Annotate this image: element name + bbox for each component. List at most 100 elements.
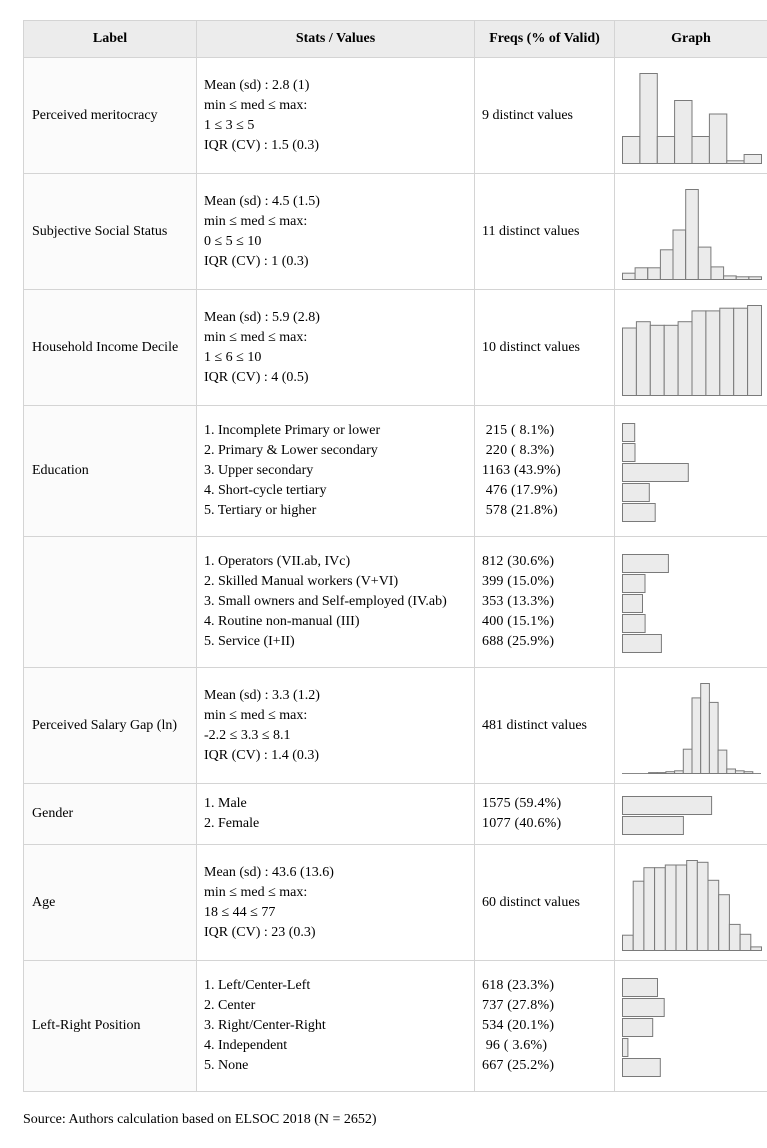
graph-cell xyxy=(614,960,767,1092)
histogram-bar xyxy=(663,324,679,396)
histogram-bar xyxy=(719,307,735,397)
table-row: Gender 1. Male 2. Female 1575 (59.4%) 1077 (… xyxy=(23,783,767,845)
stats-cell: 1. Male 2. Female xyxy=(196,783,475,845)
distinct-values: 9 distinct values xyxy=(482,107,573,123)
stat-line: IQR (CV) : 1 (0.3) xyxy=(204,253,309,269)
table-row: 1. Operators (VII.ab, IVc) 2. Skilled Man… xyxy=(23,536,767,668)
category-bar xyxy=(622,1038,629,1057)
stats-cell: 1. Incomplete Primary or lower 2. Primary… xyxy=(196,405,475,537)
graph-cell xyxy=(614,783,767,845)
stat-line: IQR (CV) : 23 (0.3) xyxy=(204,924,316,940)
histogram-bar xyxy=(672,229,687,280)
histogram-bar xyxy=(639,73,658,164)
stats-cell: Mean (sd) : 43.6 (13.6) min ≤ med ≤ max: 1… xyxy=(196,844,475,961)
table-row: Subjective Social Status Mean (sd) : 4.5 … xyxy=(23,173,767,290)
stats-cell: Mean (sd) : 3.3 (1.2) min ≤ med ≤ max: -2.… xyxy=(196,667,475,784)
stat-line: 1 ≤ 6 ≤ 10 xyxy=(204,349,262,365)
distinct-values: 60 distinct values xyxy=(482,894,580,910)
category-level: 2. Center xyxy=(204,998,256,1013)
stat-line: min ≤ med ≤ max: xyxy=(204,329,308,345)
category-bar xyxy=(622,463,689,482)
category-level: 1. Incomplete Primary or lower xyxy=(204,423,381,438)
category-freq: 400 (15.1%) xyxy=(482,614,555,629)
category-level: 3. Right/Center-Right xyxy=(204,1018,326,1033)
graph-cell xyxy=(614,667,767,784)
category-freq: 1077 (40.6%) xyxy=(482,816,562,831)
histogram-bar xyxy=(696,861,709,951)
histogram-bar xyxy=(707,879,720,951)
stat-line: Mean (sd) : 2.8 (1) xyxy=(204,77,310,93)
table-row: Left-Right Position 1. Left/Center-Left 2.… xyxy=(23,960,767,1092)
category-bar xyxy=(622,423,636,442)
stat-line: min ≤ med ≤ max: xyxy=(204,884,308,900)
stats-cell: Mean (sd) : 4.5 (1.5) min ≤ med ≤ max: 0 ≤… xyxy=(196,173,475,290)
histogram-bar xyxy=(743,771,754,774)
category-level: 5. None xyxy=(204,1058,249,1073)
variable-label: Perceived Salary Gap (ln) xyxy=(23,667,197,784)
stat-line: 18 ≤ 44 ≤ 77 xyxy=(204,904,276,920)
histogram-bar xyxy=(691,697,702,774)
category-freq: 737 (27.8%) xyxy=(482,998,555,1013)
category-freq: 399 (15.0%) xyxy=(482,574,555,589)
stats-cell: Mean (sd) : 2.8 (1) min ≤ med ≤ max: 1 ≤ 3… xyxy=(196,57,475,174)
table-row: Perceived meritocracy Mean (sd) : 2.8 (1)… xyxy=(23,57,767,174)
header-row: Label Stats / Values Freqs (% of Valid) … xyxy=(23,20,767,58)
histogram-bar xyxy=(648,772,658,774)
stat-line: -2.2 ≤ 3.3 ≤ 8.1 xyxy=(204,727,291,743)
category-freq: 96 ( 3.6%) xyxy=(482,1038,548,1053)
category-bar xyxy=(622,998,665,1017)
category-level: 4. Short-cycle tertiary xyxy=(204,483,327,498)
category-level: 2. Female xyxy=(204,816,260,831)
stats-cell: 1. Left/Center-Left 2. Center 3. Right/Cen… xyxy=(196,960,475,1092)
histogram-bar xyxy=(697,246,712,280)
category-bar xyxy=(622,443,636,462)
category-level: 5. Service (I+II) xyxy=(204,634,295,649)
histogram-bar xyxy=(643,867,656,952)
graph-svg xyxy=(622,978,665,1077)
stat-line: 1 ≤ 3 ≤ 5 xyxy=(204,117,255,133)
category-level: 4. Routine non-manual (III) xyxy=(204,614,360,629)
histogram-bar xyxy=(649,324,665,396)
category-bar xyxy=(622,978,658,997)
histogram-bar xyxy=(735,276,750,281)
graph-svg xyxy=(622,423,689,522)
histogram-bar xyxy=(685,189,699,280)
category-freq: 215 ( 8.1%) xyxy=(482,423,555,438)
freqs-cell: 10 distinct values xyxy=(474,289,615,406)
category-level: 1. Male xyxy=(204,796,247,811)
histogram-bar xyxy=(674,100,693,164)
table-row: Perceived Salary Gap (ln) Mean (sd) : 3.3… xyxy=(23,667,767,784)
category-level: 2. Primary & Lower secondary xyxy=(204,443,378,458)
category-bar xyxy=(622,503,656,522)
stat-line: Mean (sd) : 3.3 (1.2) xyxy=(204,687,320,703)
stat-line: min ≤ med ≤ max: xyxy=(204,213,308,229)
variable-label: Education xyxy=(23,405,197,537)
histogram-bar xyxy=(733,307,749,397)
histogram-bar xyxy=(718,894,730,951)
category-level: 3. Small owners and Self-employed (IV.ab… xyxy=(204,594,447,609)
graph-svg xyxy=(622,305,763,397)
freqs-cell: 60 distinct values xyxy=(474,844,615,961)
freqs-cell: 481 distinct values xyxy=(474,667,615,784)
histogram-bar xyxy=(750,946,763,952)
stat-line: IQR (CV) : 1.4 (0.3) xyxy=(204,747,320,763)
histogram-bar xyxy=(634,267,649,281)
variable-label: Left-Right Position xyxy=(23,960,197,1092)
stat-line: Mean (sd) : 43.6 (13.6) xyxy=(204,864,334,880)
histogram-bar xyxy=(710,266,725,281)
histogram-bar xyxy=(691,310,707,396)
category-bar xyxy=(622,574,646,593)
stat-line: 0 ≤ 5 ≤ 10 xyxy=(204,233,262,249)
category-level: 3. Upper secondary xyxy=(204,463,314,478)
graph-svg xyxy=(622,554,669,653)
stat-line: min ≤ med ≤ max: xyxy=(204,707,308,723)
category-bar xyxy=(622,554,669,573)
category-bar xyxy=(622,483,650,502)
variable-label: Age xyxy=(23,844,197,961)
category-bar xyxy=(622,614,646,633)
histogram-bar xyxy=(700,683,710,774)
graph-svg xyxy=(622,189,762,281)
graph-svg xyxy=(622,683,761,775)
histogram-bar xyxy=(635,321,651,397)
category-freq: 1575 (59.4%) xyxy=(482,796,562,811)
